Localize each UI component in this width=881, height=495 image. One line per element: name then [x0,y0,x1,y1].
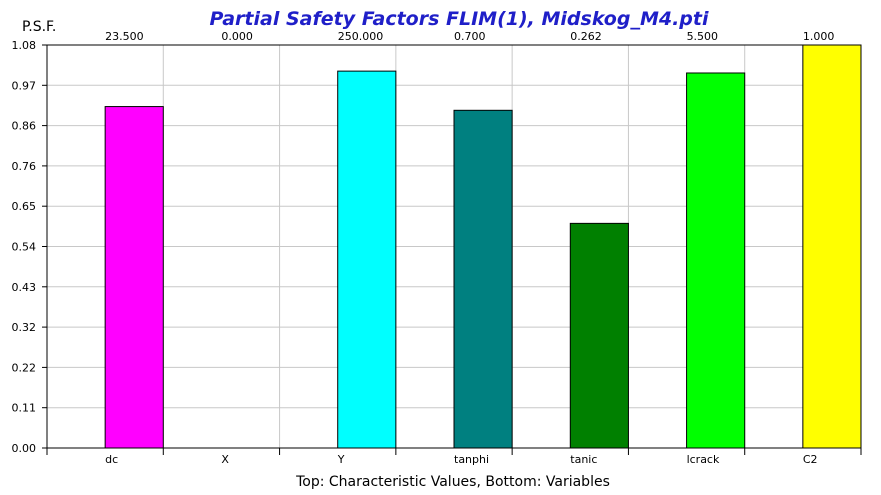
y-tick-label: 0.22 [12,361,37,374]
top-value-label: 0.000 [221,30,253,43]
category-label: dc [105,453,118,466]
top-value-label: 250.000 [338,30,384,43]
top-value-labels: 23.500 0.000 250.000 0.700 0.262 5.500 1.000 [105,30,834,43]
bars [104,44,862,449]
category-label: Y [337,453,345,466]
bar-Y [337,70,397,449]
top-value-label: 0.262 [570,30,602,43]
y-tick-label: 0.86 [12,120,37,133]
top-value-label: 0.700 [454,30,486,43]
top-value-label: 1.000 [803,30,835,43]
y-tick-label: 0.32 [12,321,37,334]
y-tick-label: 0.54 [12,241,37,254]
y-tick-label: 0.97 [12,79,37,92]
category-label: lcrack [687,453,720,466]
category-label: C2 [803,453,818,466]
bar-C2 [802,44,862,449]
y-tick-labels: 0.00 0.11 0.22 0.32 0.43 0.54 0.65 0.76 0.86 0.97… [12,39,37,455]
bar-tanic [569,222,629,449]
bar-lcrack [686,72,746,449]
top-value-label: 5.500 [687,30,719,43]
y-tick-label: 0.76 [12,160,37,173]
bar-dc [104,106,164,449]
category-label: tanphi [454,453,489,466]
y-tick-label: 0.00 [12,442,37,455]
chart-title: Partial Safety Factors FLIM(1), Midskog_… [210,8,709,30]
bar-tanphi [453,109,513,449]
y-tick-label: 0.65 [12,200,37,213]
category-label: X [221,453,229,466]
y-tick-label: 0.11 [12,402,37,415]
y-tick-label: 0.43 [12,281,37,294]
axes [42,44,862,455]
y-axis-label: P.S.F. [22,19,56,35]
category-label: tanic [570,453,597,466]
y-tick-label: 1.08 [12,39,37,52]
x-axis-label: Top: Characteristic Values, Bottom: Vari… [295,474,610,490]
top-value-label: 23.500 [105,30,143,43]
